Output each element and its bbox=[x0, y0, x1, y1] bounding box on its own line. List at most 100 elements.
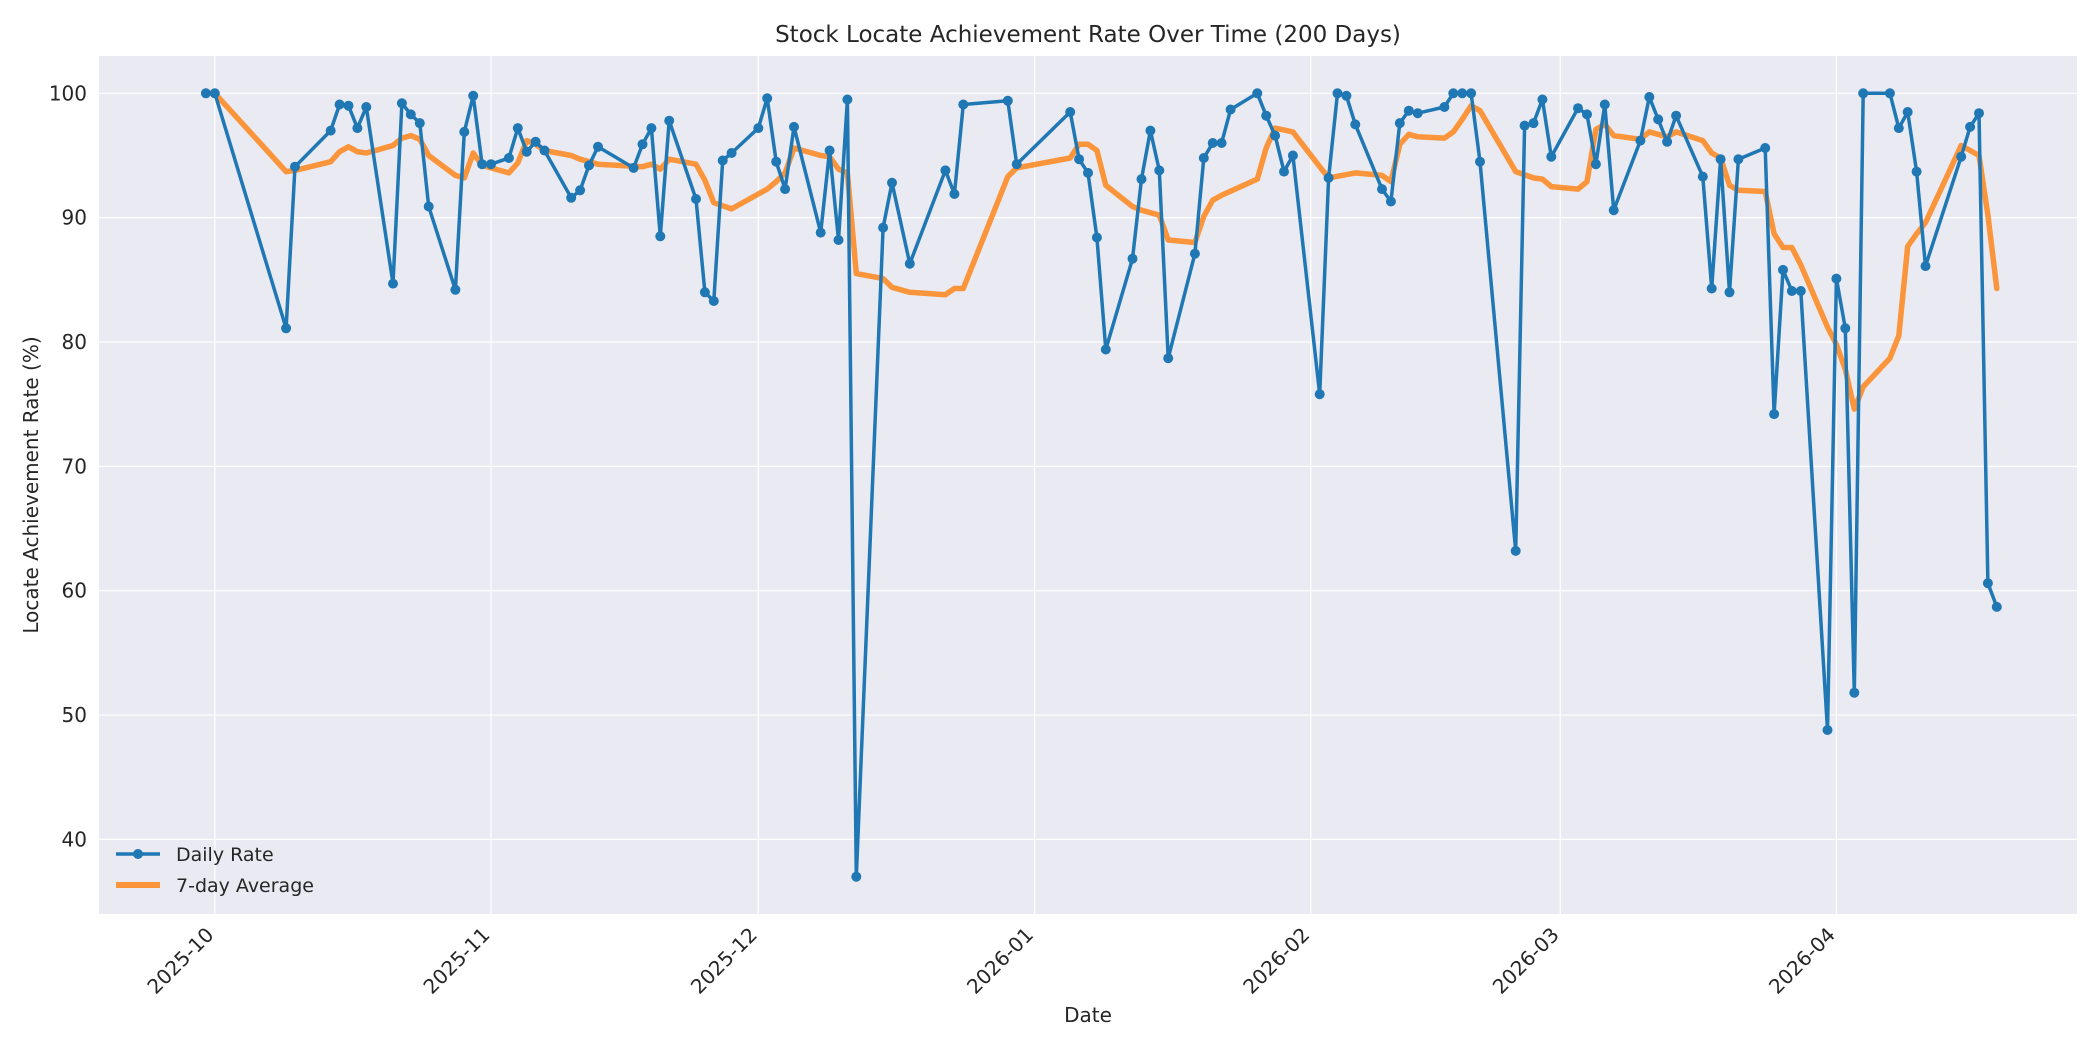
daily-point bbox=[1287, 150, 1298, 161]
daily-point bbox=[512, 123, 523, 134]
daily-point bbox=[1261, 110, 1272, 121]
daily-point bbox=[1778, 264, 1788, 275]
daily-point bbox=[1350, 119, 1361, 130]
daily-point bbox=[1394, 118, 1405, 129]
x-tick-label: 2025-11 bbox=[419, 923, 495, 999]
daily-point bbox=[1083, 167, 1093, 178]
daily-point bbox=[1884, 88, 1895, 99]
daily-point bbox=[904, 258, 915, 269]
daily-point bbox=[646, 123, 657, 134]
daily-point bbox=[1840, 323, 1851, 334]
x-tick-label: 2026-02 bbox=[1238, 923, 1314, 999]
x-tick-label: 2025-12 bbox=[686, 923, 762, 999]
daily-point bbox=[1314, 389, 1325, 400]
daily-point bbox=[940, 165, 951, 176]
daily-point bbox=[1279, 166, 1289, 177]
x-tick-label: 2026-04 bbox=[1764, 923, 1840, 999]
daily-point bbox=[1323, 172, 1334, 183]
daily-point bbox=[664, 115, 675, 126]
daily-point bbox=[762, 93, 773, 104]
daily-point bbox=[290, 161, 300, 172]
daily-point bbox=[334, 99, 345, 110]
daily-point bbox=[1546, 151, 1557, 162]
daily-point bbox=[1002, 95, 1013, 106]
daily-point bbox=[1715, 154, 1726, 165]
daily-point bbox=[1466, 88, 1477, 99]
daily-point bbox=[575, 185, 586, 196]
daily-point bbox=[1795, 286, 1806, 296]
daily-point bbox=[388, 278, 398, 289]
daily-point bbox=[1858, 88, 1869, 99]
daily-point bbox=[352, 123, 363, 134]
daily-point bbox=[405, 109, 416, 120]
daily-point bbox=[726, 148, 737, 158]
daily-point bbox=[1332, 88, 1343, 99]
daily-point bbox=[1733, 154, 1744, 165]
daily-point bbox=[1528, 118, 1539, 129]
daily-point bbox=[566, 192, 577, 203]
daily-point bbox=[1198, 153, 1209, 163]
daily-point bbox=[1831, 273, 1842, 284]
daily-point bbox=[699, 287, 710, 298]
daily-point bbox=[521, 146, 532, 157]
grid-lines bbox=[99, 56, 2077, 914]
daily-point bbox=[833, 235, 844, 245]
daily-point bbox=[717, 155, 728, 166]
daily-point bbox=[1448, 88, 1459, 99]
daily-point bbox=[1902, 107, 1913, 117]
daily-point bbox=[708, 296, 719, 306]
daily-point bbox=[753, 123, 764, 134]
daily-point bbox=[1582, 109, 1592, 120]
daily-point bbox=[771, 156, 782, 167]
y-tick-label: 60 bbox=[62, 579, 87, 603]
daily-point bbox=[1965, 121, 1976, 132]
daily-point bbox=[1225, 104, 1236, 115]
daily-point bbox=[1662, 136, 1673, 147]
daily-point bbox=[1100, 344, 1111, 355]
daily-point bbox=[1216, 138, 1227, 148]
daily-point bbox=[1786, 286, 1797, 296]
daily-point bbox=[423, 201, 434, 212]
daily-point bbox=[1635, 135, 1646, 146]
daily-point bbox=[486, 159, 496, 170]
daily-point bbox=[691, 194, 701, 204]
daily-point bbox=[593, 141, 603, 152]
daily-point bbox=[1127, 253, 1138, 264]
daily-point bbox=[949, 189, 960, 199]
daily-point bbox=[1189, 248, 1200, 259]
daily-point bbox=[1608, 205, 1619, 216]
daily-point bbox=[1519, 120, 1530, 131]
daily-point bbox=[530, 136, 541, 147]
daily-point bbox=[824, 145, 835, 156]
daily-point bbox=[1769, 409, 1780, 420]
y-tick-label: 100 bbox=[49, 81, 87, 105]
daily-point bbox=[1065, 107, 1076, 117]
daily-point bbox=[1893, 123, 1904, 134]
legend: Daily Rate 7-day Average bbox=[116, 844, 314, 897]
daily-point bbox=[1671, 110, 1682, 121]
daily-point bbox=[1074, 154, 1085, 165]
daily-point bbox=[343, 100, 354, 111]
x-tick-label: 2026-03 bbox=[1488, 923, 1564, 999]
legend-marker-daily-rate bbox=[133, 849, 143, 859]
daily-point bbox=[1207, 138, 1218, 148]
daily-point bbox=[780, 184, 791, 195]
daily-point bbox=[1724, 287, 1735, 298]
daily-point bbox=[1849, 687, 1860, 698]
daily-point bbox=[789, 121, 799, 132]
daily-point bbox=[1653, 114, 1664, 125]
x-tick-label: 2026-01 bbox=[962, 923, 1038, 999]
daily-point bbox=[1377, 184, 1387, 195]
daily-point bbox=[1457, 88, 1468, 99]
daily-point bbox=[1537, 94, 1548, 105]
daily-point bbox=[1154, 165, 1165, 176]
daily-point bbox=[1697, 171, 1708, 182]
daily-point bbox=[1982, 578, 1993, 589]
daily-point bbox=[396, 98, 407, 109]
daily-point bbox=[1412, 108, 1423, 119]
daily-point bbox=[887, 177, 897, 188]
x-axis-label: Date bbox=[1064, 1003, 1112, 1027]
daily-point bbox=[1644, 92, 1655, 102]
daily-point bbox=[1252, 88, 1263, 99]
